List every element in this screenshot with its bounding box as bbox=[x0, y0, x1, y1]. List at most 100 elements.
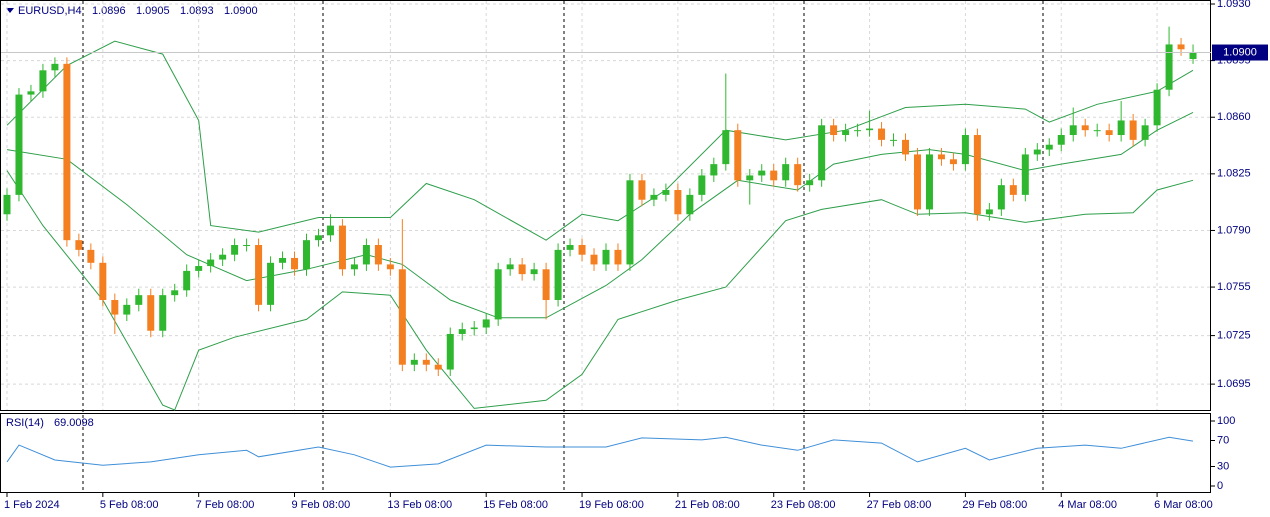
candle-body bbox=[985, 209, 993, 215]
candle-body bbox=[758, 170, 766, 176]
y-tick-label: 1.0790 bbox=[1217, 224, 1251, 236]
candle-body bbox=[362, 245, 370, 265]
candle-body bbox=[123, 304, 131, 315]
candle-body bbox=[913, 154, 921, 210]
candle-body bbox=[578, 245, 586, 255]
candle-body bbox=[674, 190, 682, 215]
candle-body bbox=[302, 240, 310, 270]
candle-body bbox=[925, 154, 933, 210]
close-label: 1.0900 bbox=[224, 5, 258, 17]
x-tick-label: 27 Feb 08:00 bbox=[867, 499, 932, 511]
x-tick-label: 9 Feb 08:00 bbox=[292, 499, 351, 511]
candle-body bbox=[75, 240, 83, 250]
candle-body bbox=[231, 245, 239, 255]
candle-body bbox=[518, 264, 526, 275]
candle-body bbox=[1177, 44, 1185, 50]
bollinger-band bbox=[6, 170, 1194, 411]
candle-body bbox=[207, 259, 215, 267]
x-tick-label: 19 Feb 08:00 bbox=[579, 499, 644, 511]
candle-body bbox=[794, 164, 802, 186]
candle-body bbox=[866, 128, 874, 131]
candle-body bbox=[1033, 149, 1041, 155]
candle-body bbox=[63, 63, 71, 241]
candle-body bbox=[147, 295, 155, 331]
candle-body bbox=[1093, 130, 1101, 132]
rsi-value: 69.0098 bbox=[54, 417, 94, 429]
y-tick-label: 100 bbox=[1217, 415, 1235, 427]
candle-body bbox=[626, 180, 634, 265]
candle-body bbox=[434, 364, 442, 370]
candle-body bbox=[410, 359, 418, 365]
candle-body bbox=[1057, 135, 1065, 145]
candle-body bbox=[710, 164, 718, 176]
candle-body bbox=[314, 235, 322, 241]
candle-body bbox=[506, 264, 514, 270]
candle-body bbox=[937, 154, 945, 160]
candle-body bbox=[698, 175, 706, 195]
x-tick-label: 5 Feb 08:00 bbox=[100, 499, 159, 511]
open-label: 1.0896 bbox=[92, 5, 126, 17]
candle-body bbox=[806, 180, 814, 186]
candle-body bbox=[746, 175, 754, 181]
candle-body bbox=[554, 249, 562, 301]
candle-body bbox=[326, 225, 334, 236]
candle-body bbox=[99, 262, 107, 301]
candle-body bbox=[614, 249, 622, 265]
candle-body bbox=[530, 269, 538, 275]
candle-body bbox=[902, 139, 910, 155]
candle-body bbox=[734, 130, 742, 181]
y-tick-label: 30 bbox=[1217, 460, 1229, 472]
candle-body bbox=[878, 128, 886, 140]
candle-body bbox=[1129, 120, 1137, 140]
candle-body bbox=[638, 180, 646, 200]
x-tick-label: 6 Mar 08:00 bbox=[1154, 499, 1213, 511]
candle-body bbox=[961, 135, 969, 165]
candle-body bbox=[183, 270, 191, 291]
candle-body bbox=[255, 245, 263, 305]
x-tick-label: 23 Feb 08:00 bbox=[771, 499, 836, 511]
y-tick-label: 1.0825 bbox=[1217, 168, 1251, 180]
candle-body bbox=[279, 257, 287, 263]
candle-body bbox=[171, 290, 179, 296]
candle-body bbox=[949, 159, 957, 165]
candle-body bbox=[542, 269, 550, 301]
candle-body bbox=[1117, 120, 1125, 136]
candle-body bbox=[494, 269, 502, 320]
candle-body bbox=[87, 249, 95, 263]
candle-body bbox=[890, 139, 898, 141]
candle-body bbox=[1009, 185, 1017, 195]
candle-body bbox=[770, 170, 778, 181]
candle-body bbox=[1081, 125, 1089, 131]
last-price-label: 1.0900 bbox=[1223, 46, 1257, 58]
candle-body bbox=[590, 254, 598, 265]
candle-body bbox=[1105, 130, 1113, 136]
candle-body bbox=[386, 264, 394, 270]
candle-body bbox=[1045, 144, 1053, 150]
candle-body bbox=[111, 300, 119, 315]
x-tick-label: 4 Mar 08:00 bbox=[1058, 499, 1117, 511]
candle-body bbox=[482, 319, 490, 328]
rsi-panel bbox=[0, 413, 1211, 493]
candle-body bbox=[782, 164, 790, 181]
candle-body bbox=[267, 262, 275, 305]
low-label: 1.0893 bbox=[180, 5, 214, 17]
candle-body bbox=[1069, 125, 1077, 136]
candle-body bbox=[1021, 154, 1029, 195]
candle-body bbox=[1153, 89, 1161, 126]
candle-body bbox=[159, 295, 167, 331]
candle-body bbox=[39, 70, 47, 92]
candle-body bbox=[818, 125, 826, 181]
x-tick-label: 29 Feb 08:00 bbox=[962, 499, 1027, 511]
y-tick-label: 70 bbox=[1217, 434, 1229, 446]
x-tick-label: 7 Feb 08:00 bbox=[196, 499, 255, 511]
candle-body bbox=[650, 194, 658, 200]
x-tick-label: 13 Feb 08:00 bbox=[387, 499, 452, 511]
candle-body bbox=[686, 194, 694, 215]
candle-body bbox=[27, 91, 35, 95]
y-tick-label: 1.0725 bbox=[1217, 329, 1251, 341]
x-tick-label: 21 Feb 08:00 bbox=[675, 499, 740, 511]
candle-body bbox=[1189, 52, 1197, 59]
candle-body bbox=[997, 185, 1005, 210]
candle-body bbox=[602, 249, 610, 265]
